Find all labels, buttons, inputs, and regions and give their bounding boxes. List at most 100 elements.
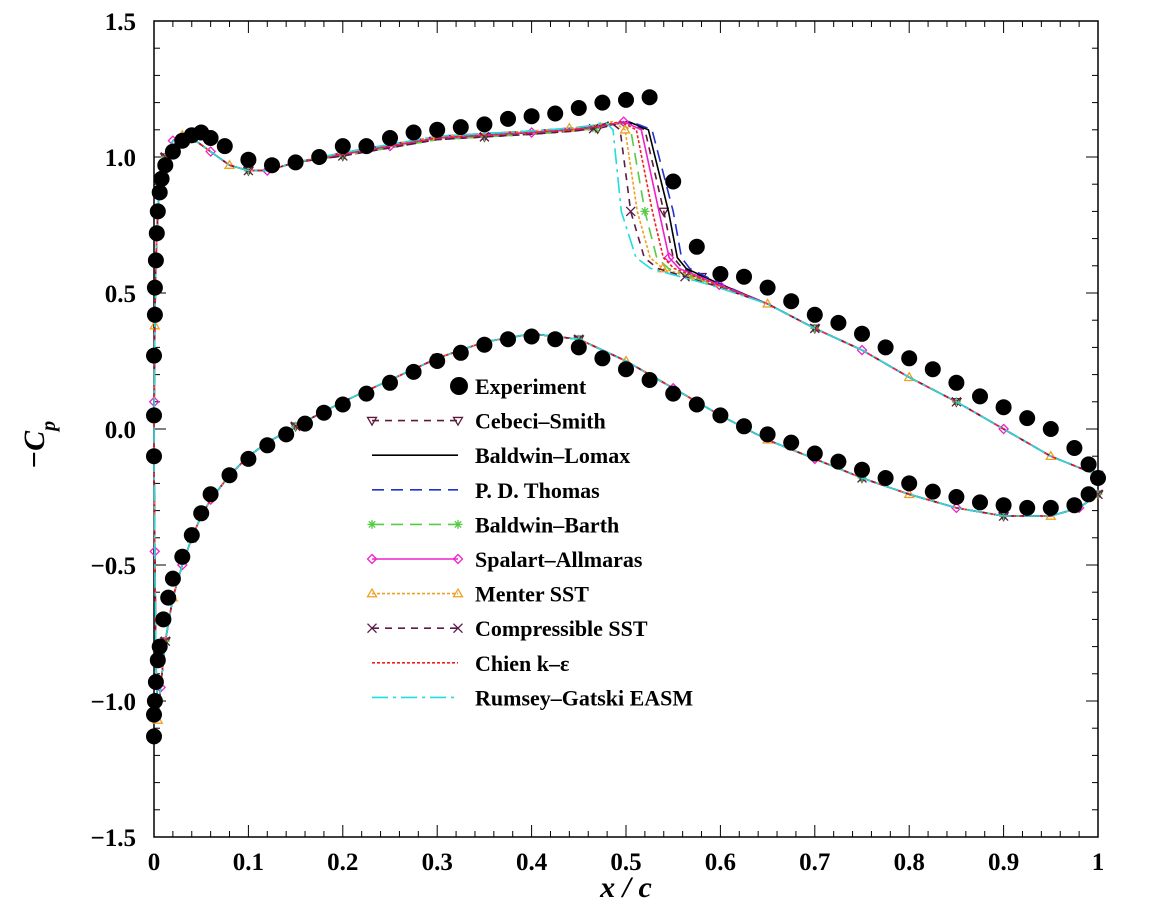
x-tick-label: 0.6 — [705, 849, 736, 876]
legend-label: P. D. Thomas — [475, 478, 600, 503]
experiment-point — [146, 728, 162, 745]
experiment-point — [924, 361, 941, 378]
marker-star — [453, 519, 463, 529]
experiment-point — [972, 388, 988, 405]
marker-cross — [453, 623, 463, 634]
experiment-points — [146, 89, 1106, 745]
experiment-point — [877, 470, 894, 486]
experiment-point — [240, 450, 257, 467]
experiment-point — [1080, 456, 1097, 473]
experiment-point — [1066, 440, 1083, 456]
experiment-point — [146, 448, 162, 465]
marker-diamond — [618, 116, 630, 128]
legend-entry-5: Menter SST — [366, 582, 589, 607]
y-tick-label: 1.5 — [105, 9, 136, 36]
marker-cross — [625, 206, 636, 217]
legend-symbol — [450, 377, 468, 395]
marker-triangle-up — [452, 587, 464, 598]
legend-entry-experiment: Experiment — [450, 374, 587, 399]
marker-star — [687, 272, 697, 282]
y-axis-label: −Cp — [18, 421, 60, 469]
legend-entry-2: P. D. Thomas — [372, 478, 600, 503]
x-tick-label: 0.4 — [516, 849, 548, 876]
x-axis-label: x / c — [599, 871, 652, 904]
experiment-point — [382, 374, 398, 391]
experiment-point — [641, 89, 658, 106]
experiment-point — [157, 157, 174, 174]
experiment-point — [972, 494, 988, 511]
experiment-point — [1019, 499, 1036, 516]
experiment-point — [278, 426, 295, 443]
experiment-point — [147, 674, 164, 690]
experiment-point — [146, 279, 163, 296]
experiment-point — [153, 170, 170, 187]
experiment-point — [901, 350, 918, 367]
y-tick-label: 1.0 — [105, 145, 136, 172]
marker-star — [640, 206, 650, 216]
experiment-point — [147, 252, 164, 269]
experiment-point — [155, 611, 172, 628]
legend-label: Menter SST — [475, 582, 589, 607]
experiment-point — [429, 353, 446, 369]
experiment-point — [877, 339, 894, 356]
experiment-point — [1066, 497, 1083, 514]
experiment-point — [500, 110, 516, 127]
experiment-point — [948, 489, 965, 505]
experiment-point — [854, 461, 870, 478]
marker-star — [367, 519, 377, 529]
marker-diamond — [663, 252, 675, 264]
legend-label: Rumsey–Gatski EASM — [475, 685, 693, 710]
experiment-point — [151, 638, 168, 655]
series-8 — [153, 120, 1099, 721]
experiment-point — [736, 418, 752, 435]
series-line — [153, 120, 1099, 721]
experiment-point — [146, 706, 162, 723]
y-axis-label-subscript: p — [38, 421, 60, 433]
experiment-point — [174, 548, 191, 565]
marker-triangle-up — [619, 124, 631, 134]
experiment-point — [688, 396, 705, 413]
experiment-point — [570, 339, 587, 356]
marker-triangle-down — [452, 416, 464, 427]
experiment-point — [151, 184, 168, 201]
x-tick-label: 0.5 — [610, 849, 641, 876]
experiment-point — [924, 483, 941, 500]
experiment-point — [901, 475, 918, 492]
experiment-point — [1090, 470, 1106, 486]
experiment-point — [854, 325, 870, 342]
series-lines — [148, 116, 1104, 724]
legend-label: Compressible SST — [475, 616, 648, 641]
experiment-point — [618, 361, 634, 378]
x-tick-label: 0.1 — [233, 849, 264, 876]
experiment-point — [618, 91, 634, 108]
series-line — [153, 120, 1099, 721]
experiment-point — [476, 336, 493, 353]
experiment-point — [688, 238, 705, 255]
experiment-point — [202, 486, 219, 503]
experiment-point — [164, 143, 181, 160]
experiment-point — [149, 652, 166, 669]
experiment-point — [641, 372, 658, 388]
experiment-point — [146, 693, 163, 709]
experiment-point — [547, 331, 564, 348]
experiment-point — [382, 130, 398, 146]
experiment-point — [297, 415, 313, 432]
axes: 0 0.1 0.2 0.3 0.4 0.5 0.6 0.7 0.8 0.9 1 −1.5 −1.0 −0.… — [91, 9, 1105, 876]
y-tick-label: −1.0 — [91, 689, 137, 716]
experiment-point — [334, 138, 351, 155]
legend-label: Experiment — [475, 374, 587, 399]
experiment-point — [146, 407, 162, 424]
experiment-point — [759, 279, 776, 296]
experiment-point — [315, 404, 332, 421]
experiment-point — [202, 130, 219, 146]
y-tick-label: −0.5 — [91, 553, 137, 580]
y-axis-label-main: −C — [18, 430, 51, 469]
marker-cross — [479, 131, 490, 142]
marker-diamond — [452, 553, 464, 565]
legend-entry-1: Baldwin–Lomax — [372, 443, 630, 468]
experiment-point — [594, 350, 611, 367]
experiment-point — [783, 434, 800, 451]
experiment-point — [452, 344, 469, 361]
experiment-point — [523, 328, 540, 345]
